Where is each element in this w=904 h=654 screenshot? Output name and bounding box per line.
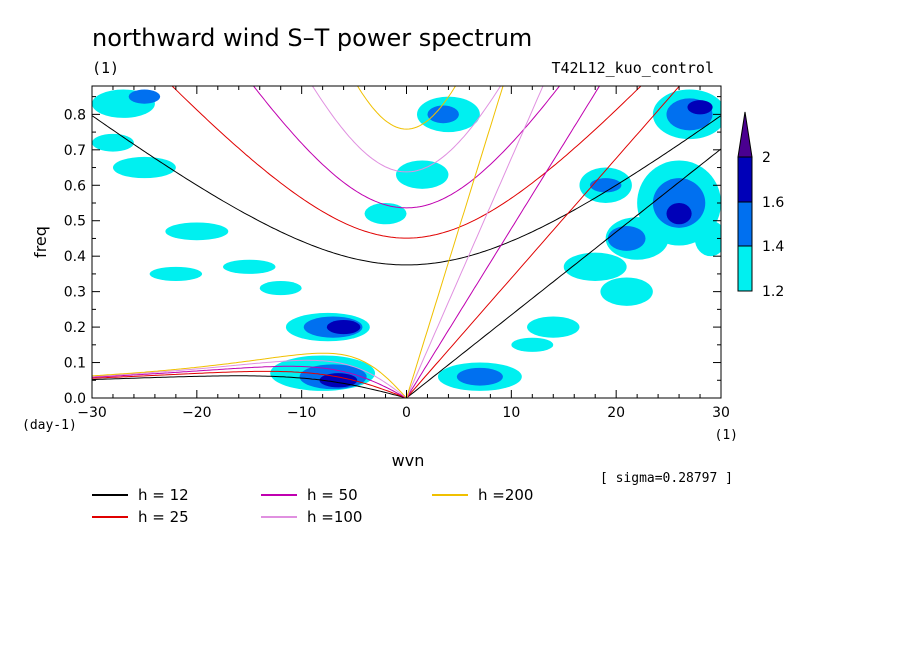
- y-tick-label: 0.3: [64, 285, 86, 301]
- colorbar-swatch-1.4: [737, 201, 753, 247]
- power-region-20: [527, 316, 580, 338]
- kelvin-curve-h12: [406, 148, 721, 398]
- power-region-18: [149, 266, 203, 281]
- power-region-2: [326, 320, 361, 335]
- y-tick-label: 0.0: [64, 391, 86, 407]
- power-region-23: [607, 226, 646, 251]
- colorbar-label: 2: [762, 150, 771, 166]
- y-axis-label: freq: [31, 226, 50, 258]
- kelvin-curve-h100: [406, 86, 544, 398]
- x-tick-label: 10: [502, 405, 520, 421]
- y-tick-label: 0.2: [64, 320, 86, 336]
- colorbar-top-arrow: [737, 111, 753, 158]
- y-tick-label: 0.5: [64, 214, 86, 230]
- x-tick-label: 20: [607, 405, 625, 421]
- rossby-curve-h200: [92, 352, 407, 398]
- power-region-19: [259, 281, 302, 296]
- colorbar-swatch-1.6: [737, 156, 753, 203]
- colorbar-label: 1.4: [762, 239, 784, 255]
- rossby-curve-h12: [92, 375, 407, 398]
- gravity-curve-h200: [356, 86, 457, 130]
- x-tick-label: −30: [77, 405, 107, 421]
- colorbar-label: 1.6: [762, 195, 784, 211]
- gravity-curve-h100: [311, 86, 502, 173]
- y-tick-label: 0.8: [64, 107, 86, 123]
- rossby-curve-h25: [92, 370, 407, 398]
- x-tick-label: 30: [712, 405, 730, 421]
- y-tick-label: 0.7: [64, 143, 86, 159]
- chart-right-subtitle: T42L12_kuo_control: [551, 59, 714, 77]
- spectrum-fill-layer: [92, 89, 721, 391]
- power-region-21: [563, 252, 627, 281]
- power-region-7: [456, 367, 503, 386]
- chart-title: northward wind S–T power spectrum: [92, 24, 532, 52]
- x-tick-label: −20: [182, 405, 212, 421]
- x-tick-label: 0: [402, 405, 411, 421]
- x-axis-unit: (1): [715, 428, 738, 443]
- gravity-curve-h12: [92, 115, 721, 266]
- legend-label: h = 50: [307, 486, 358, 504]
- power-region-16: [92, 133, 134, 152]
- power-region-13: [112, 156, 176, 179]
- axis-ticks-layer: −30 −20 −10 0 10 20 30 0.0 0.1 0.2 0.3 0.4 0.5 0.6 0.7…: [64, 86, 730, 421]
- power-region-25: [652, 178, 706, 228]
- colorbar: 1.2 1.4 1.6 2: [737, 111, 784, 300]
- legend-label: h = 12: [138, 486, 189, 504]
- power-region-17: [223, 259, 276, 274]
- power-region-15: [128, 89, 161, 104]
- power-region-10: [427, 105, 459, 124]
- y-tick-label: 0.4: [64, 249, 86, 265]
- y-tick-label: 0.6: [64, 178, 86, 194]
- kelvin-curve-h50: [406, 86, 601, 398]
- rossby-curve-h50: [92, 365, 407, 398]
- legend-label: h =100: [307, 508, 362, 526]
- y-tick-label: 0.1: [64, 356, 86, 372]
- power-region-29: [687, 100, 713, 115]
- chart-left-subtitle: (1): [92, 59, 119, 77]
- power-region-34: [694, 220, 721, 257]
- dispersion-curves-layer: [92, 86, 721, 398]
- sigma-note: [ sigma=0.28797 ]: [600, 471, 733, 486]
- rossby-curve-h100: [92, 359, 407, 398]
- gravity-curve-h25: [171, 86, 642, 239]
- power-region-31: [589, 178, 622, 193]
- power-region-33: [511, 337, 554, 352]
- legend: h = 12 h = 25 h = 50 h =100 h =200: [92, 486, 533, 526]
- x-axis-label: wvn: [392, 451, 425, 470]
- gravity-curve-h50: [252, 86, 561, 209]
- power-region-12: [165, 222, 229, 241]
- kelvin-curve-h25: [406, 86, 681, 398]
- colorbar-label: 1.2: [762, 284, 784, 300]
- power-region-11: [364, 203, 407, 225]
- y-axis-unit: (day-1): [22, 418, 77, 433]
- power-region-32: [600, 277, 653, 306]
- kelvin-curve-h200: [406, 86, 504, 398]
- colorbar-swatch-1.2: [737, 245, 753, 292]
- legend-label: h = 25: [138, 508, 189, 526]
- power-region-9: [396, 160, 449, 189]
- power-region-26: [666, 203, 692, 225]
- x-tick-label: −10: [287, 405, 317, 421]
- legend-label: h =200: [478, 486, 533, 504]
